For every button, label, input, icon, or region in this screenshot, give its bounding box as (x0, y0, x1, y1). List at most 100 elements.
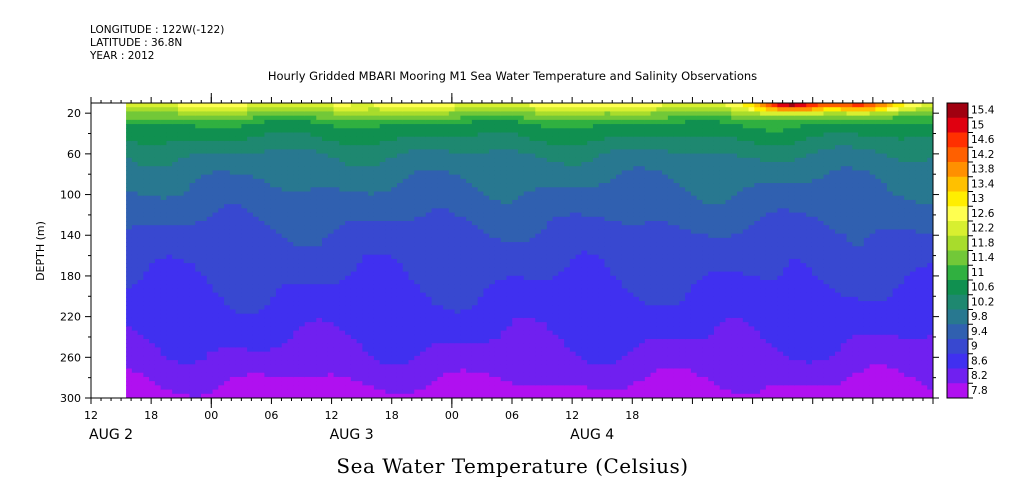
field-cell (131, 355, 139, 361)
field-cell (275, 124, 283, 129)
field-cell (523, 330, 531, 336)
field-cell (293, 166, 300, 172)
field-cell (183, 360, 191, 365)
field-cell (137, 313, 144, 319)
field-cell (224, 115, 231, 121)
field-cell (448, 250, 456, 256)
field-cell (420, 326, 427, 332)
field-cell (529, 351, 536, 357)
field-cell (333, 162, 340, 167)
field-cell (322, 191, 329, 197)
field-cell (466, 254, 473, 260)
field-cell (258, 250, 266, 256)
field-cell (247, 351, 254, 357)
field-cell (224, 107, 231, 113)
field-cell (149, 334, 156, 340)
field-cell (126, 128, 133, 134)
field-cell (477, 263, 485, 268)
field-cell (189, 360, 196, 365)
field-cell (396, 330, 404, 336)
field-cell (333, 339, 340, 344)
field-cell (431, 170, 438, 176)
field-cell (402, 178, 410, 184)
field-cell (471, 250, 479, 256)
field-cell (247, 296, 254, 302)
field-cell (264, 140, 271, 146)
field-cell (391, 313, 398, 319)
field-cell (460, 157, 467, 163)
field-cell (518, 187, 525, 193)
field-cell (408, 301, 415, 306)
field-cell (143, 170, 150, 176)
field-cell (316, 115, 323, 121)
field-cell (247, 330, 254, 336)
field-cell (189, 393, 196, 398)
field-cell (183, 355, 191, 361)
field-cell (206, 309, 214, 315)
field-cell (506, 280, 513, 285)
field-cell (298, 145, 306, 150)
field-cell (131, 149, 139, 155)
field-cell (431, 178, 438, 184)
field-cell (356, 237, 363, 243)
field-cell (345, 170, 352, 176)
field-cell (316, 103, 323, 108)
field-cell (460, 385, 467, 391)
field-cell (350, 326, 358, 332)
field-cell (137, 334, 144, 340)
field-cell (454, 292, 461, 298)
field-cell (241, 393, 248, 398)
field-cell (431, 389, 438, 395)
field-cell (385, 216, 392, 222)
field-cell (420, 140, 427, 146)
field-cell (316, 233, 323, 239)
field-cell (149, 364, 156, 370)
field-cell (281, 153, 289, 159)
field-cell (149, 225, 156, 231)
field-cell (454, 162, 461, 167)
field-cell (466, 128, 473, 134)
field-cell (218, 237, 225, 243)
field-cell (437, 191, 444, 197)
field-cell (322, 334, 329, 340)
field-cell (327, 149, 335, 155)
field-cell (431, 280, 438, 285)
field-cell (293, 128, 300, 134)
field-cell (137, 254, 144, 260)
field-cell (235, 136, 242, 142)
field-cell (408, 288, 415, 294)
field-cell (258, 372, 266, 378)
field-cell (189, 330, 196, 336)
field-cell (172, 170, 179, 176)
field-cell (385, 170, 392, 176)
field-cell (333, 389, 340, 395)
field-cell (206, 170, 214, 176)
field-cell (350, 191, 358, 197)
field-cell (523, 280, 531, 285)
field-cell (183, 208, 191, 214)
field-cell (201, 322, 208, 327)
field-cell (310, 250, 317, 256)
field-cell (518, 393, 525, 398)
field-cell (396, 157, 404, 163)
field-cell (247, 364, 254, 370)
field-cell (356, 103, 363, 108)
field-cell (339, 385, 346, 391)
field-cell (258, 275, 266, 281)
field-cell (385, 225, 392, 231)
field-cell (454, 288, 461, 294)
field-cell (224, 199, 231, 205)
field-cell (195, 183, 202, 188)
field-cell (385, 140, 392, 146)
field-cell (333, 242, 340, 247)
field-cell (494, 115, 502, 121)
field-cell (247, 376, 254, 382)
field-cell (281, 305, 289, 311)
field-cell (304, 119, 312, 125)
field-cell (189, 313, 196, 319)
field-cell (385, 372, 392, 378)
field-cell (160, 292, 168, 298)
field-cell (270, 128, 277, 134)
field-cell (281, 221, 289, 226)
field-cell (270, 115, 277, 121)
